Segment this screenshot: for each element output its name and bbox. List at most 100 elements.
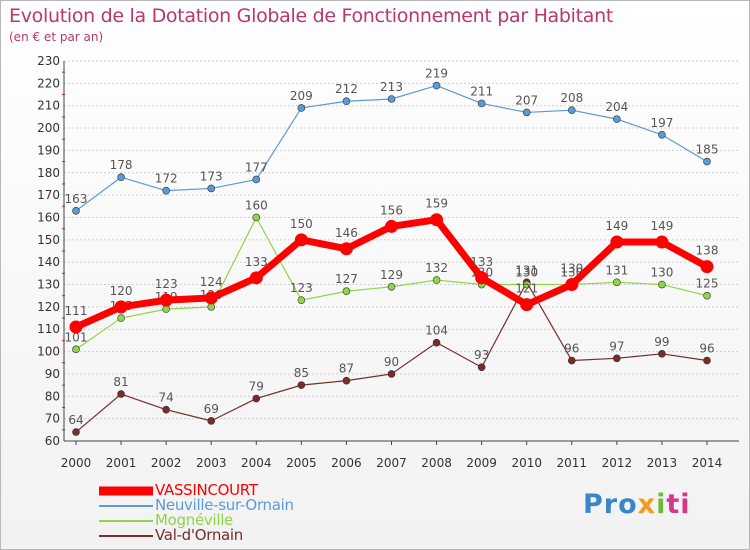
data-label-val-d-ornain-2014: 96 [699, 342, 714, 356]
x-tick-label-2004: 2004 [241, 456, 272, 470]
data-label-val-d-ornain-2009: 93 [474, 348, 489, 362]
point-val-d-ornain-2007 [387, 370, 396, 378]
y-tick-label-80: 80 [45, 389, 60, 403]
data-label-vassincourt-2006: 146 [335, 226, 358, 240]
legend-label-val-d-ornain: Val-d'Ornain [155, 526, 243, 544]
x-tick-label-2005: 2005 [286, 456, 317, 470]
x-tick-label-2002: 2002 [151, 456, 182, 470]
data-label-neuville-sur-ornain-2014: 185 [696, 143, 719, 157]
point-val-d-ornain-2002 [162, 405, 170, 414]
point-val-d-ornain-2013 [658, 350, 666, 358]
data-label-mogn-ville-2005: 123 [290, 281, 313, 295]
data-label-neuville-sur-ornain-2002: 172 [155, 172, 178, 186]
y-tick-label-220: 220 [37, 76, 60, 90]
y-tick-label-70: 70 [45, 412, 60, 426]
y-tick-label-60: 60 [45, 434, 60, 448]
data-label-vassincourt-2013: 149 [650, 219, 673, 233]
legend-label-mogneville: Mognéville [155, 511, 233, 529]
x-tick-label-2001: 2001 [106, 456, 137, 470]
point-mogn-ville-2000 [72, 345, 80, 354]
data-label-vassincourt-2011: 130 [560, 262, 583, 276]
point-vassincourt-2000 [69, 320, 83, 334]
point-val-d-ornain-2001 [117, 390, 125, 398]
data-label-val-d-ornain-2012: 97 [609, 339, 624, 353]
data-label-vassincourt-2008: 159 [425, 197, 448, 211]
logo-part-2: x [637, 489, 657, 520]
point-vassincourt-2010 [520, 298, 534, 312]
x-tick-label-2008: 2008 [421, 456, 452, 470]
point-val-d-ornain-2014 [703, 356, 711, 365]
legend-label-vassincourt: VASSINCOURT [155, 481, 258, 499]
point-val-d-ornain-2003 [207, 417, 216, 425]
legend-swatch-val-d-ornain [99, 534, 153, 537]
y-tick-label-100: 100 [37, 345, 60, 359]
data-label-mogn-ville-2004: 160 [245, 198, 268, 212]
data-label-val-d-ornain-2003: 69 [204, 402, 219, 416]
x-tick-label-2011: 2011 [557, 456, 588, 470]
point-neuville-sur-ornain-2000 [72, 206, 80, 215]
x-tick-label-2006: 2006 [331, 456, 362, 470]
point-neuville-sur-ornain-2007 [387, 95, 396, 103]
point-mogn-ville-2007 [387, 282, 396, 291]
data-label-vassincourt-2014: 138 [696, 244, 719, 258]
data-label-val-d-ornain-2010: 131 [515, 263, 538, 277]
data-label-vassincourt-2009: 133 [470, 255, 493, 269]
legend-swatch-neuville-sur-ornain [99, 504, 153, 507]
data-label-neuville-sur-ornain-2006: 212 [335, 82, 358, 96]
x-tick-label-2000: 2000 [61, 456, 92, 470]
point-val-d-ornain-2006 [342, 376, 351, 385]
x-tick-label-2012: 2012 [602, 456, 633, 470]
data-label-vassincourt-2000: 111 [65, 304, 88, 318]
point-neuville-sur-ornain-2014 [703, 157, 711, 166]
point-vassincourt-2009 [475, 271, 489, 285]
data-label-neuville-sur-ornain-2010: 207 [515, 93, 538, 107]
data-label-vassincourt-2002: 123 [155, 277, 178, 291]
point-vassincourt-2006 [339, 242, 353, 256]
point-vassincourt-2003 [204, 291, 218, 305]
x-tick-label-2013: 2013 [647, 456, 678, 470]
point-vassincourt-2002 [159, 293, 173, 307]
data-label-neuville-sur-ornain-2007: 213 [380, 80, 403, 94]
y-tick-label-190: 190 [37, 143, 60, 157]
data-label-val-d-ornain-2002: 74 [159, 391, 174, 405]
point-val-d-ornain-2008 [432, 338, 441, 347]
x-tick-label-2009: 2009 [466, 456, 497, 470]
y-tick-label-140: 140 [37, 255, 60, 269]
logo-part-3: i [656, 489, 667, 520]
logo-part-1: Pro [583, 489, 638, 520]
data-label-mogn-ville-2006: 127 [335, 272, 358, 286]
data-label-mogn-ville-2014: 125 [696, 277, 719, 291]
data-label-vassincourt-2005: 150 [290, 217, 313, 231]
y-tick-label-120: 120 [37, 300, 60, 314]
data-label-val-d-ornain-2011: 96 [564, 342, 579, 356]
point-neuville-sur-ornain-2012 [613, 115, 621, 123]
data-label-val-d-ornain-2007: 90 [384, 355, 399, 369]
y-tick-label-230: 230 [37, 54, 60, 68]
point-vassincourt-2005 [294, 233, 308, 247]
data-label-val-d-ornain-2001: 81 [113, 375, 128, 389]
point-mogn-ville-2008 [432, 276, 441, 284]
data-label-neuville-sur-ornain-2003: 173 [200, 169, 223, 183]
data-label-vassincourt-2004: 133 [245, 255, 268, 269]
point-vassincourt-2014 [700, 260, 714, 274]
legend-swatch-mogneville [99, 519, 153, 522]
data-label-vassincourt-2010: 121 [515, 282, 538, 296]
y-tick-label-150: 150 [37, 233, 60, 247]
point-mogn-ville-2010 [522, 280, 531, 289]
y-tick-label-110: 110 [37, 322, 60, 336]
point-neuville-sur-ornain-2009 [477, 99, 486, 108]
chart-subtitle: (en € et par an) [9, 30, 104, 44]
point-vassincourt-2013 [655, 235, 669, 249]
point-val-d-ornain-2005 [297, 381, 306, 389]
point-vassincourt-2012 [610, 235, 624, 249]
data-label-vassincourt-2001: 120 [110, 284, 133, 298]
x-tick-label-2010: 2010 [511, 456, 542, 470]
data-label-mogn-ville-2008: 132 [425, 261, 448, 275]
point-val-d-ornain-2012 [613, 354, 621, 363]
data-label-val-d-ornain-2004: 79 [249, 380, 264, 394]
point-neuville-sur-ornain-2013 [658, 130, 666, 139]
x-tick-label-2007: 2007 [376, 456, 407, 470]
point-mogn-ville-2001 [117, 314, 125, 322]
y-tick-label-90: 90 [45, 367, 60, 381]
